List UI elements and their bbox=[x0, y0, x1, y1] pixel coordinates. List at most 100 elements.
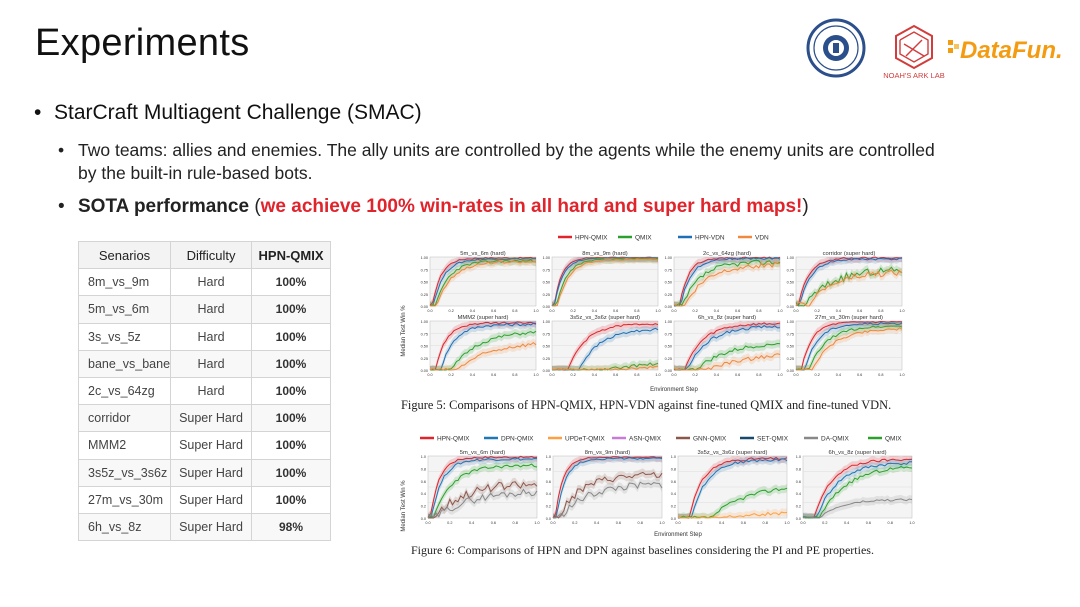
series-band bbox=[796, 323, 902, 370]
cell-winrate: 100% bbox=[251, 295, 331, 324]
series-band bbox=[553, 468, 662, 518]
y-tick-label: 0.75 bbox=[543, 332, 550, 336]
y-tick-label: 0.00 bbox=[787, 369, 794, 373]
series-band bbox=[674, 257, 780, 306]
figure-6-plot: HPN-QMIX DPN-QMIX UPDeT-QMIX ASN-QMIX GNN-QM… bbox=[401, 436, 915, 539]
series-band bbox=[430, 321, 536, 370]
series-band bbox=[674, 349, 780, 370]
x-tick-label: 0.8 bbox=[512, 309, 517, 313]
y-tick-label: 0.6 bbox=[546, 480, 551, 484]
bullet-main-text: StarCraft Multiagent Challenge (SMAC) bbox=[54, 101, 422, 124]
x-tick-label: 0.4 bbox=[594, 521, 599, 525]
x-tick-label: 0.4 bbox=[719, 521, 724, 525]
cell-winrate: 100% bbox=[251, 349, 331, 378]
y-tick-label: 0.4 bbox=[671, 492, 676, 496]
x-tick-label: 0.0 bbox=[671, 309, 676, 313]
x-tick-label: 0.8 bbox=[513, 521, 518, 525]
subplot: 5m_vs_6m (hard) 1.0 0.8 0.6 0.4 0.2 0.00.0 0.2 0… bbox=[421, 450, 540, 525]
series-line bbox=[429, 259, 537, 307]
series-line bbox=[430, 321, 537, 371]
series-line bbox=[427, 463, 538, 519]
cell-difficulty: Hard bbox=[170, 349, 253, 378]
table-row: 8m_vs_9m Hard 100% bbox=[77, 268, 331, 297]
cell-winrate: 100% bbox=[251, 404, 331, 433]
y-tick-label: 1.0 bbox=[546, 455, 551, 459]
subplot: 2c_vs_64zg (hard) 1.00 0.75 0.50 0.25 0.000.0… bbox=[665, 251, 783, 313]
header-hpn-qmix: HPN-QMIX bbox=[251, 240, 331, 270]
y-tick-label: 0.0 bbox=[546, 517, 551, 521]
series-line bbox=[427, 455, 538, 518]
y-tick-label: 0.2 bbox=[421, 505, 426, 509]
x-tick-label: 0.4 bbox=[714, 309, 719, 313]
y-tick-label: 0.00 bbox=[665, 369, 672, 373]
y-tick-label: 0.6 bbox=[421, 480, 426, 484]
y-tick-label: 0.2 bbox=[796, 505, 801, 509]
subplot-title: 27m_vs_30m (super hard) bbox=[815, 315, 883, 321]
bullet-sub-2: • SOTA performance (we achieve 100% win-r… bbox=[58, 196, 809, 217]
subplot-title: 2c_vs_64zg (hard) bbox=[703, 251, 751, 257]
table-row: 3s5z_vs_3s6z Super Hard 100% bbox=[77, 458, 331, 487]
series-band bbox=[674, 339, 780, 370]
figure-5-caption: Figure 5: Comparisons of HPN-QMIX, HPN-V… bbox=[401, 398, 892, 412]
subplot-title: 8m_vs_9m (hard) bbox=[585, 450, 630, 456]
x-tick-label: 0.4 bbox=[469, 521, 474, 525]
x-tick-label: 1.0 bbox=[534, 521, 539, 525]
series-line bbox=[552, 258, 659, 307]
y-tick-label: 0.75 bbox=[421, 332, 428, 336]
series-line bbox=[673, 256, 781, 307]
series-band bbox=[796, 321, 902, 370]
y-tick-label: 1.0 bbox=[796, 455, 801, 459]
series-band bbox=[803, 456, 912, 518]
x-tick-label: 0.0 bbox=[549, 373, 554, 377]
sota-label: SOTA performance bbox=[78, 196, 250, 217]
legend-label: SET-QMIX bbox=[757, 436, 789, 443]
x-tick-label: 0.6 bbox=[735, 309, 740, 313]
x-tick-label: 0.0 bbox=[793, 373, 798, 377]
series-line bbox=[677, 456, 788, 519]
cell-winrate: 100% bbox=[251, 431, 331, 460]
y-axis-label: Median Test Win % bbox=[401, 305, 407, 357]
header-difficulty: Difficulty bbox=[170, 240, 253, 270]
y-tick-label: 0.25 bbox=[421, 293, 428, 297]
series-line bbox=[551, 365, 659, 371]
cell-scenario: 27m_vs_30m bbox=[77, 485, 172, 514]
y-tick-label: 0.75 bbox=[665, 332, 672, 336]
y-tick-label: 0.50 bbox=[543, 345, 550, 349]
y-tick-label: 0.00 bbox=[543, 369, 550, 373]
cell-scenario: MMM2 bbox=[77, 431, 172, 460]
y-tick-label: 0.0 bbox=[671, 517, 676, 521]
y-tick-label: 0.0 bbox=[421, 517, 426, 521]
x-tick-label: 0.0 bbox=[671, 373, 676, 377]
series-line bbox=[673, 262, 781, 307]
series-band bbox=[428, 456, 537, 518]
x-tick-label: 0.2 bbox=[693, 309, 698, 313]
legend-label: HPN-VDN bbox=[695, 235, 725, 242]
table-row: 3s_vs_5z Hard 100% bbox=[77, 322, 331, 351]
subplot-title: corridor (super hard) bbox=[823, 251, 876, 257]
y-tick-label: 0.50 bbox=[787, 281, 794, 285]
y-tick-label: 0.4 bbox=[421, 492, 426, 496]
series-band bbox=[552, 257, 658, 306]
legend-label: UPDeT-QMIX bbox=[565, 436, 605, 443]
series-line bbox=[796, 327, 903, 371]
y-tick-label: 1.0 bbox=[421, 455, 426, 459]
y-tick-label: 0.0 bbox=[796, 517, 801, 521]
series-line bbox=[429, 256, 537, 306]
slide-title: Experiments bbox=[35, 22, 250, 64]
series-line bbox=[795, 269, 903, 307]
legend-label: GNN-QMIX bbox=[693, 436, 727, 443]
x-tick-label: 0.2 bbox=[572, 521, 577, 525]
series-line bbox=[795, 257, 902, 306]
subplot: 3s5z_vs_3s6z (super hard) 1.0 0.8 0.6 0.4 0.2… bbox=[671, 450, 790, 525]
y-tick-label: 0.25 bbox=[787, 293, 794, 297]
series-band bbox=[552, 257, 658, 306]
paren-open: ( bbox=[249, 196, 261, 217]
x-tick-label: 0.2 bbox=[449, 309, 454, 313]
subplot: MMM2 (super hard) 1.00 0.75 0.50 0.25 0.000.0… bbox=[421, 315, 539, 377]
x-tick-label: 0.6 bbox=[857, 373, 862, 377]
subplot-title: 8m_vs_9m (hard) bbox=[582, 251, 627, 257]
series-band bbox=[796, 257, 902, 306]
table-row: 27m_vs_30m Super Hard 100% bbox=[77, 485, 331, 514]
x-tick-label: 0.2 bbox=[815, 309, 820, 313]
series-band bbox=[552, 324, 658, 370]
